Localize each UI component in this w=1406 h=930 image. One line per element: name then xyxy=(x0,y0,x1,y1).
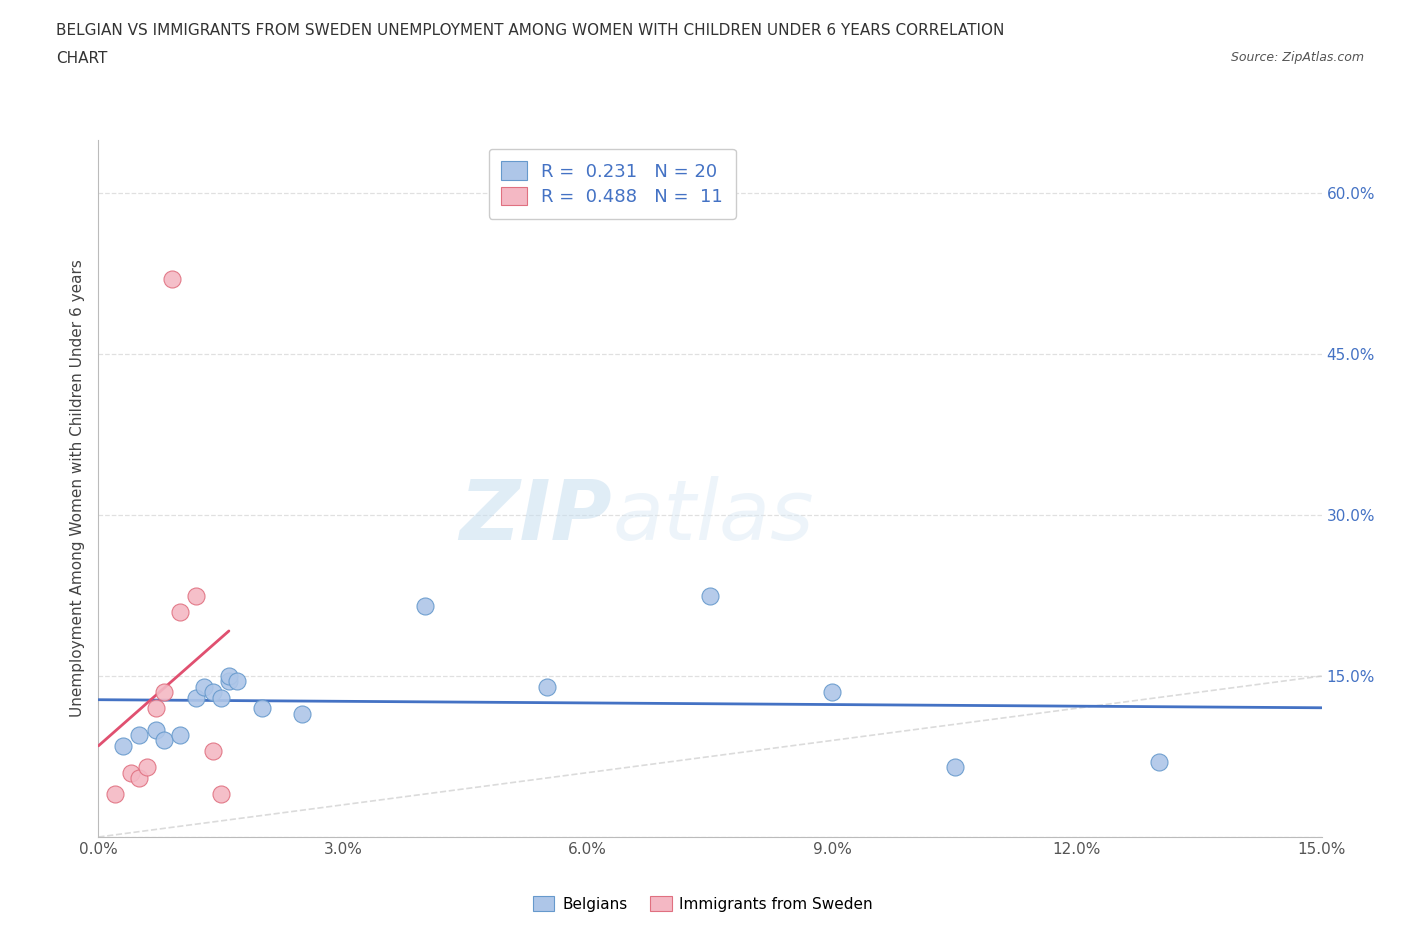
Point xyxy=(120,765,142,780)
Point xyxy=(943,760,966,775)
Point xyxy=(193,679,215,694)
Point xyxy=(413,599,436,614)
Text: ZIP: ZIP xyxy=(460,475,612,557)
Point xyxy=(250,701,273,716)
Point xyxy=(1147,754,1170,769)
Point xyxy=(209,787,232,802)
Legend: R =  0.231   N = 20, R =  0.488   N =  11: R = 0.231 N = 20, R = 0.488 N = 11 xyxy=(489,149,735,219)
Point xyxy=(136,760,159,775)
Point xyxy=(291,706,314,721)
Point xyxy=(218,669,240,684)
Point xyxy=(218,674,240,689)
Point xyxy=(160,272,183,286)
Point xyxy=(821,684,844,699)
Point xyxy=(104,787,127,802)
Text: Source: ZipAtlas.com: Source: ZipAtlas.com xyxy=(1230,51,1364,64)
Text: BELGIAN VS IMMIGRANTS FROM SWEDEN UNEMPLOYMENT AMONG WOMEN WITH CHILDREN UNDER 6: BELGIAN VS IMMIGRANTS FROM SWEDEN UNEMPL… xyxy=(56,23,1005,38)
Point xyxy=(145,701,167,716)
Text: CHART: CHART xyxy=(56,51,108,66)
Point xyxy=(186,588,208,603)
Point xyxy=(128,771,150,786)
Point xyxy=(169,727,191,742)
Point xyxy=(152,684,174,699)
Point xyxy=(209,690,232,705)
Point xyxy=(226,674,249,689)
Legend: Belgians, Immigrants from Sweden: Belgians, Immigrants from Sweden xyxy=(527,889,879,918)
Point xyxy=(186,690,208,705)
Y-axis label: Unemployment Among Women with Children Under 6 years: Unemployment Among Women with Children U… xyxy=(69,259,84,717)
Point xyxy=(128,727,150,742)
Point xyxy=(145,723,167,737)
Point xyxy=(152,733,174,748)
Point xyxy=(201,744,224,759)
Point xyxy=(169,604,191,619)
Point xyxy=(111,738,134,753)
Point xyxy=(536,679,558,694)
Point xyxy=(699,588,721,603)
Point xyxy=(201,684,224,699)
Text: atlas: atlas xyxy=(612,475,814,557)
